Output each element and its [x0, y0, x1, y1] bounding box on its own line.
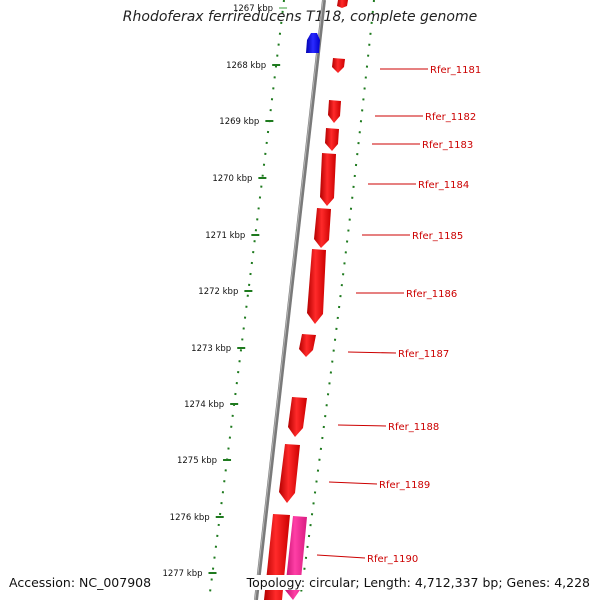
- scale-tick-label: 1274 kbp: [184, 400, 224, 410]
- gene-arrow-rfer-1182[interactable]: [328, 100, 341, 123]
- genome-summary-text: Topology: circular; Length: 4,712,337 bp…: [246, 575, 590, 590]
- gene-leader-line: [337, 424, 387, 427]
- scale-tick-label: 1272 kbp: [198, 287, 238, 297]
- gene-label[interactable]: Rfer_1181: [430, 65, 481, 76]
- scale-tick-label: 1277 kbp: [162, 569, 202, 579]
- scale-tick-label: 1269 kbp: [219, 117, 259, 127]
- gene-label[interactable]: Rfer_1187: [398, 349, 449, 360]
- gene-arrow-reverse[interactable]: [306, 33, 320, 53]
- gene-arrow-rfer-1188[interactable]: [288, 397, 307, 437]
- gene-leader-line: [328, 481, 378, 485]
- scale-tick-label: 1273 kbp: [191, 344, 231, 354]
- gene-arrow-rfer-1184[interactable]: [320, 153, 336, 206]
- gene-leader-line: [347, 351, 397, 354]
- gene-label[interactable]: Rfer_1185: [412, 231, 463, 242]
- gene-arrow-rfer-1181[interactable]: [332, 58, 345, 73]
- gene-label[interactable]: Rfer_1188: [388, 422, 439, 433]
- scale-tick-label: 1270 kbp: [212, 174, 252, 184]
- gene-label[interactable]: Rfer_1189: [379, 480, 430, 491]
- gene-label[interactable]: Rfer_1190: [367, 554, 418, 565]
- accession-text: Accession: NC_007908: [9, 575, 152, 590]
- inner-scale-track: [208, 0, 285, 600]
- gene-leader-line: [316, 554, 366, 559]
- gene-label[interactable]: Rfer_1186: [406, 289, 457, 300]
- gene-arrow-rfer-1187[interactable]: [299, 334, 316, 357]
- gene-arrow-partial-top[interactable]: [337, 0, 348, 8]
- gene-arrow-rfer-1183[interactable]: [325, 128, 339, 151]
- gene-arrow-rfer-1185[interactable]: [314, 208, 331, 248]
- map-title: Rhodoferax ferrireducens T118, complete …: [122, 9, 478, 25]
- genome-backbone: [254, 0, 326, 600]
- scale-tick-label: 1276 kbp: [170, 513, 210, 523]
- gene-label[interactable]: Rfer_1183: [422, 140, 473, 151]
- gene-arrow-rfer-1186[interactable]: [307, 249, 326, 324]
- gene-label[interactable]: Rfer_1182: [425, 112, 476, 123]
- scale-tick-label: 1268 kbp: [226, 61, 266, 71]
- gene-arrow-rfer-1189[interactable]: [279, 444, 300, 503]
- scale-tick-label: 1267 kbp: [233, 4, 273, 14]
- gene-label[interactable]: Rfer_1184: [418, 180, 469, 191]
- genome-backbone-highlight: [254, 0, 324, 600]
- scale-tick-label: 1275 kbp: [177, 456, 217, 466]
- scale-tick-label: 1271 kbp: [205, 231, 245, 241]
